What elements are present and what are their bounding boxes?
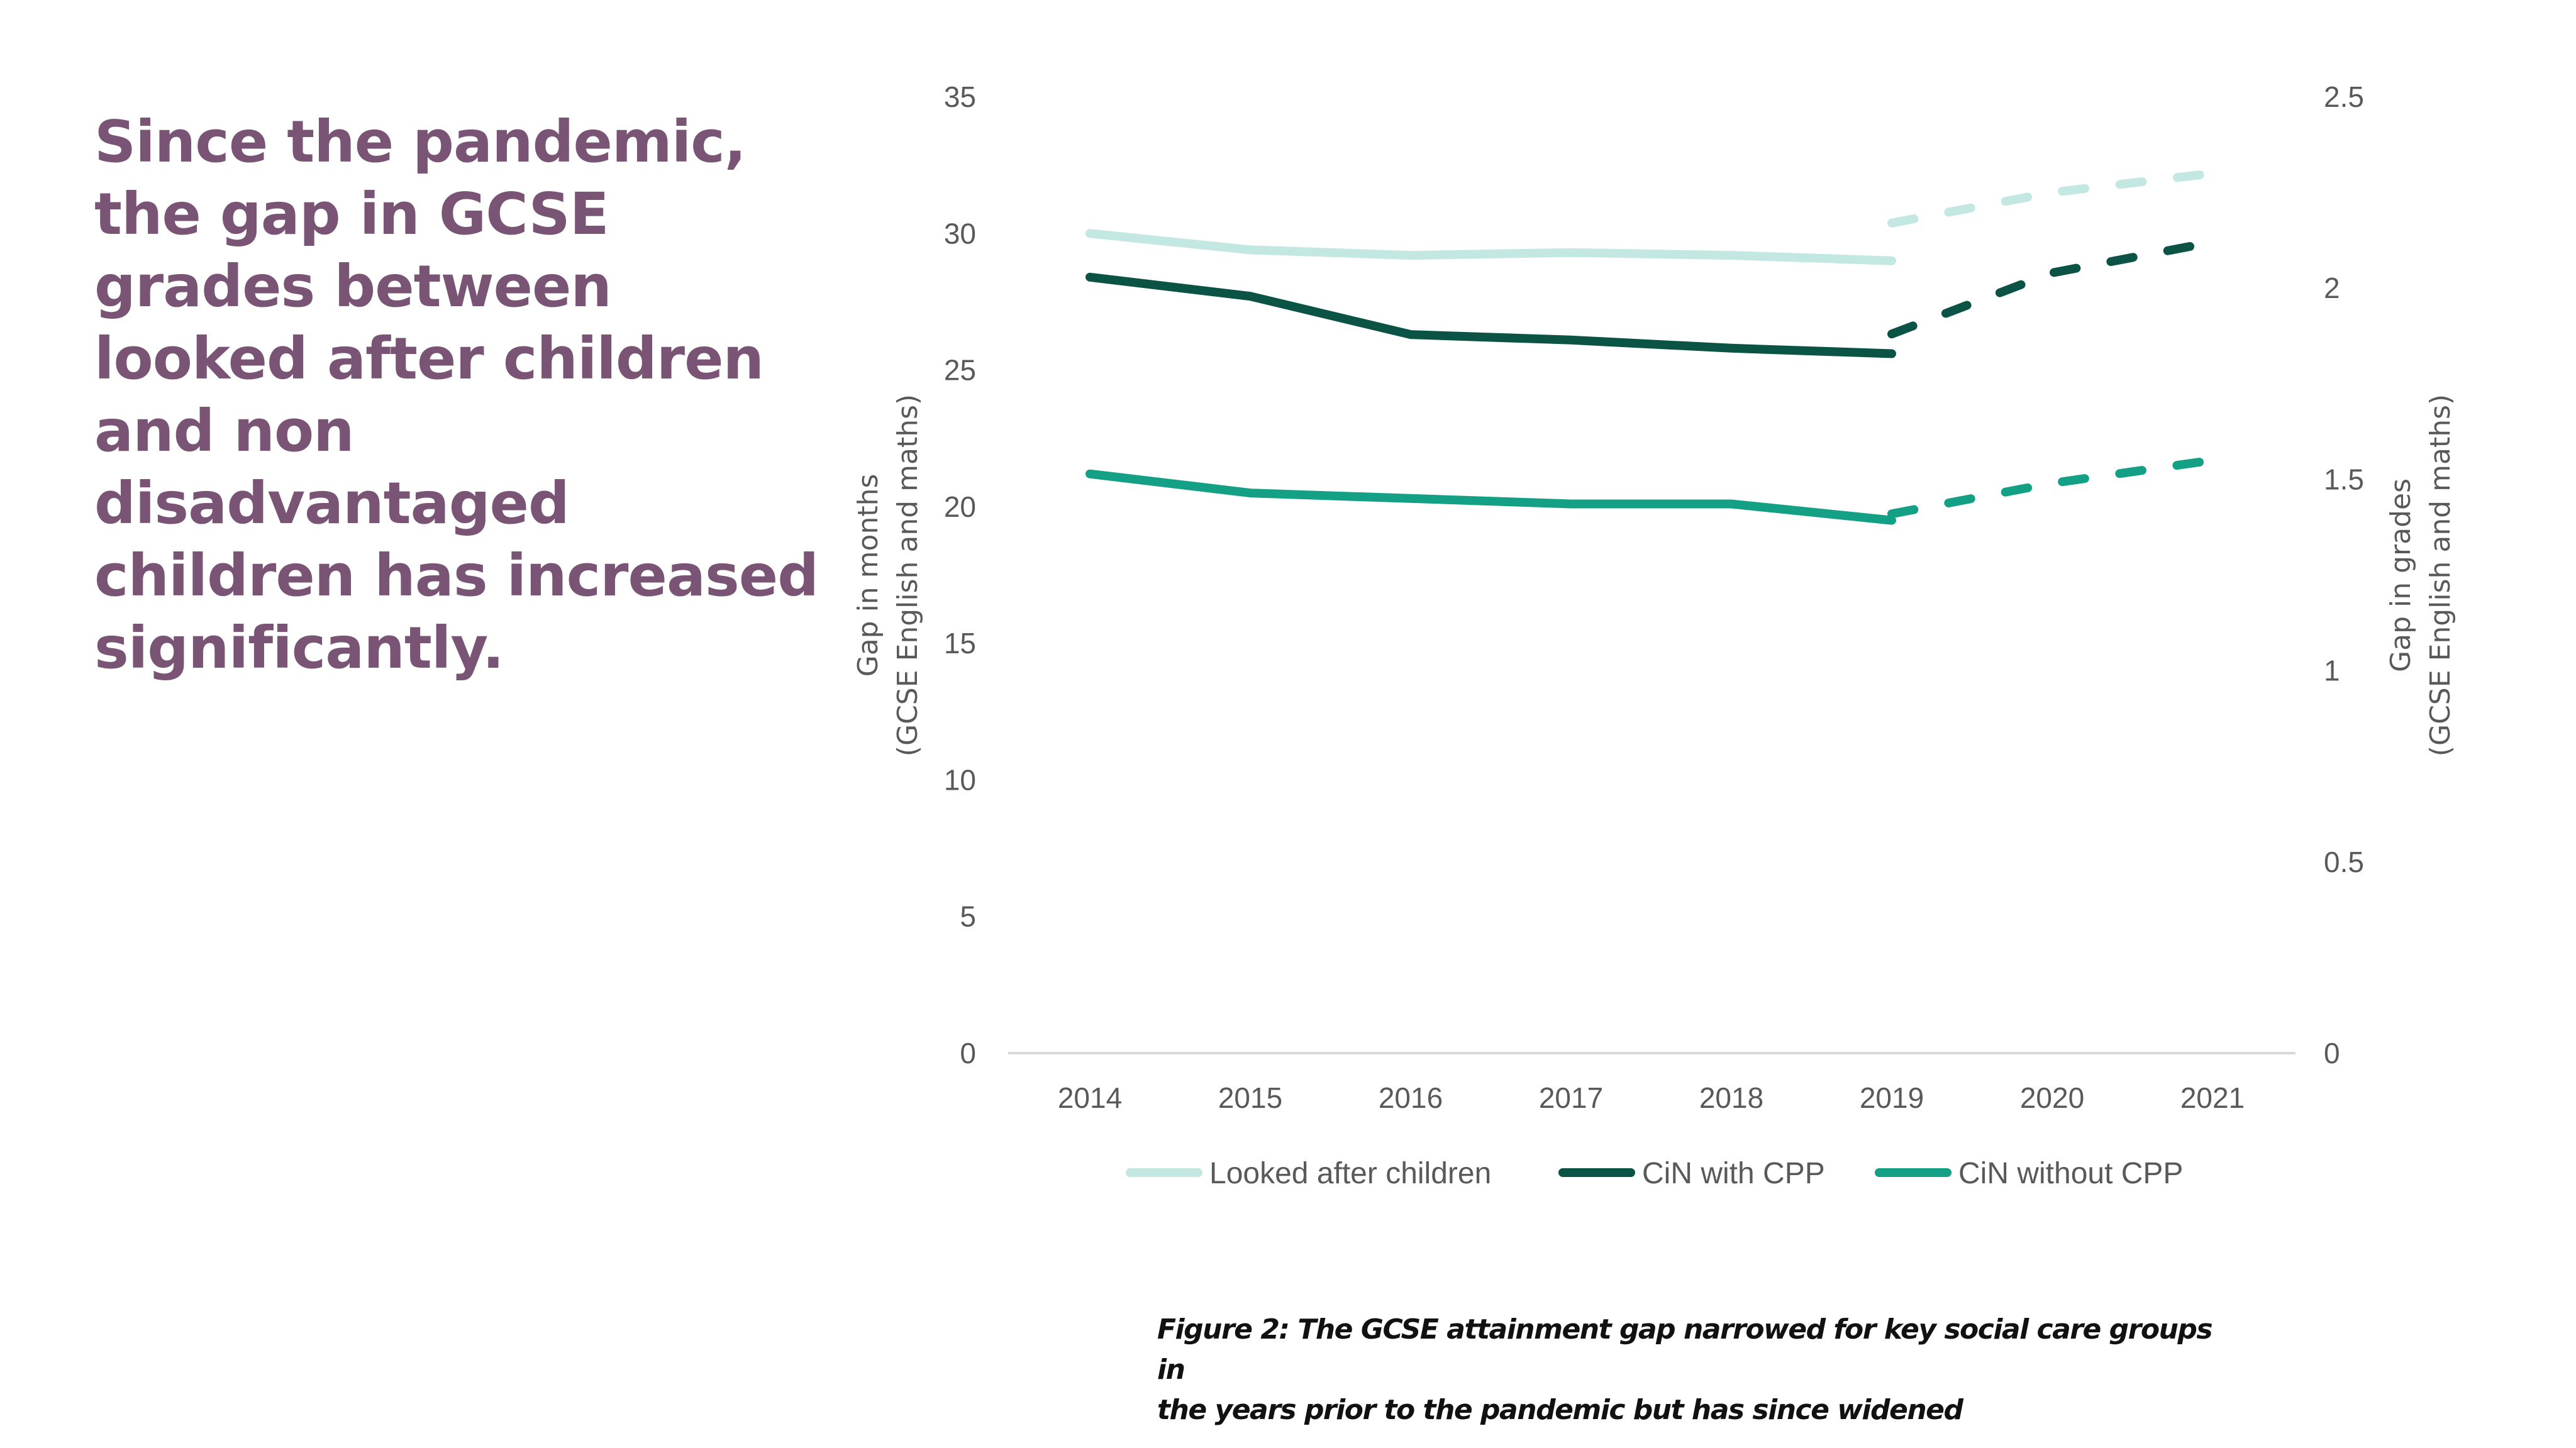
y-tick-label-right: 0.5 bbox=[2324, 846, 2364, 878]
figure-caption: Figure 2: The GCSE attainment gap narrow… bbox=[1157, 1310, 2226, 1430]
y-tick-label-right: 2 bbox=[2324, 272, 2340, 304]
caption-line: the years prior to the pandemic but has … bbox=[1157, 1394, 1963, 1426]
y-tick-label-left: 30 bbox=[944, 217, 976, 250]
x-tick-label: 2014 bbox=[1058, 1081, 1122, 1114]
x-tick-label: 2021 bbox=[2180, 1081, 2245, 1114]
headline-line: children has increased bbox=[94, 542, 819, 609]
headline-line: looked after children bbox=[94, 325, 764, 392]
y-tick-label-right: 0 bbox=[2324, 1037, 2340, 1069]
headline-line: Since the pandemic, bbox=[94, 108, 747, 175]
series-line-looked-after bbox=[1085, 229, 1896, 265]
y-axis-right-title: Gap in grades bbox=[2385, 478, 2417, 672]
y-axis-left-ticks: 0 5 10 15 20 25 30 35 bbox=[944, 80, 976, 1069]
series-line-looked-after-dashed bbox=[1887, 169, 2217, 228]
headline-line: significantly. bbox=[94, 614, 504, 682]
y-axis-right-title-sub: (GCSE English and maths) bbox=[2424, 394, 2457, 756]
headline: Since the pandemic, the gap in GCSE grad… bbox=[94, 106, 819, 684]
y-tick-label-left: 10 bbox=[944, 763, 976, 796]
series-line-cin-without-cpp-dashed bbox=[1887, 456, 2217, 519]
y-tick-label-right: 1.5 bbox=[2324, 463, 2364, 495]
legend: Looked after children CiN with CPP CiN wit… bbox=[1126, 1157, 2183, 1190]
y-axis-right-ticks: 0 0.5 1 1.5 2 2.5 bbox=[2324, 80, 2364, 1069]
x-tick-label: 2017 bbox=[1539, 1081, 1603, 1114]
y-tick-label-left: 35 bbox=[944, 80, 976, 113]
x-tick-label: 2020 bbox=[2020, 1081, 2084, 1114]
series-line-cin-with-cpp bbox=[1085, 272, 1896, 358]
y-tick-label-left: 20 bbox=[944, 490, 976, 523]
x-tick-label: 2016 bbox=[1379, 1081, 1443, 1114]
legend-label: CiN without CPP bbox=[1958, 1157, 2183, 1190]
headline-line: the gap in GCSE bbox=[94, 180, 609, 248]
series-line-cin-without-cpp bbox=[1085, 469, 1896, 525]
y-tick-label-left: 25 bbox=[944, 354, 976, 387]
y-tick-label-left: 5 bbox=[960, 900, 976, 933]
y-tick-label-left: 0 bbox=[960, 1037, 976, 1069]
x-tick-label: 2019 bbox=[1860, 1081, 1924, 1114]
headline-line: and non bbox=[94, 397, 355, 465]
series-line-cin-with-cpp-dashed bbox=[1887, 238, 2217, 339]
headline-line: grades between bbox=[94, 253, 612, 320]
y-tick-label-left: 15 bbox=[944, 627, 976, 660]
y-axis-left-title-sub: (GCSE English and maths) bbox=[892, 394, 924, 756]
legend-label: CiN with CPP bbox=[1642, 1157, 1825, 1190]
y-axis-left-title: Gap in months bbox=[852, 474, 884, 677]
x-axis-ticks: 2014 2015 2016 2017 2018 2019 2020 2021 bbox=[1058, 1081, 2245, 1114]
legend-label: Looked after children bbox=[1209, 1157, 1491, 1190]
x-tick-label: 2018 bbox=[1699, 1081, 1763, 1114]
caption-line: Figure 2: The GCSE attainment gap narrow… bbox=[1157, 1313, 2213, 1386]
x-tick-label: 2015 bbox=[1218, 1081, 1282, 1114]
series-group bbox=[1085, 169, 2217, 525]
y-tick-label-right: 2.5 bbox=[2324, 80, 2364, 113]
y-tick-label-right: 1 bbox=[2324, 655, 2340, 687]
headline-line: disadvantaged bbox=[94, 470, 570, 537]
